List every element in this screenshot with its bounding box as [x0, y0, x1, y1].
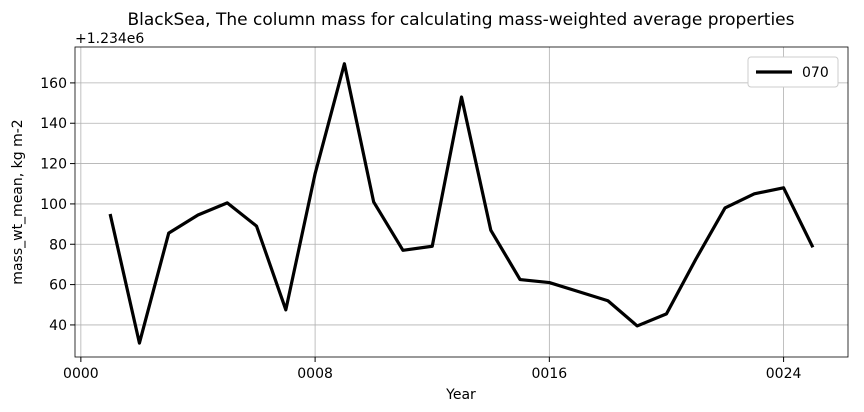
y-tick-label: 80: [49, 237, 67, 253]
y-tick-label: 100: [40, 197, 67, 213]
y-tick-label: 40: [49, 318, 67, 334]
y-tick-label: 140: [40, 116, 67, 132]
legend-box: [747, 56, 839, 88]
y-tick-label: 120: [40, 157, 67, 173]
x-tick-label: 0008: [297, 366, 333, 382]
y-axis-label: mass_wt_mean, kg m-2: [10, 119, 26, 284]
line-series: [108, 62, 815, 345]
y-tick-label: 60: [49, 278, 67, 294]
chart-title: BlackSea, The column mass for calculatin…: [127, 10, 794, 30]
x-axis-label: Year: [445, 387, 476, 403]
x-tick-label: 0016: [532, 366, 568, 382]
offset-label: +1.234e6: [75, 31, 144, 47]
x-tick-label: 0000: [63, 366, 99, 382]
y-tick-label: 160: [40, 76, 67, 92]
x-tick-label: 0024: [766, 366, 802, 382]
legend-label: 070: [802, 65, 829, 81]
plot-frame: [74, 46, 849, 358]
